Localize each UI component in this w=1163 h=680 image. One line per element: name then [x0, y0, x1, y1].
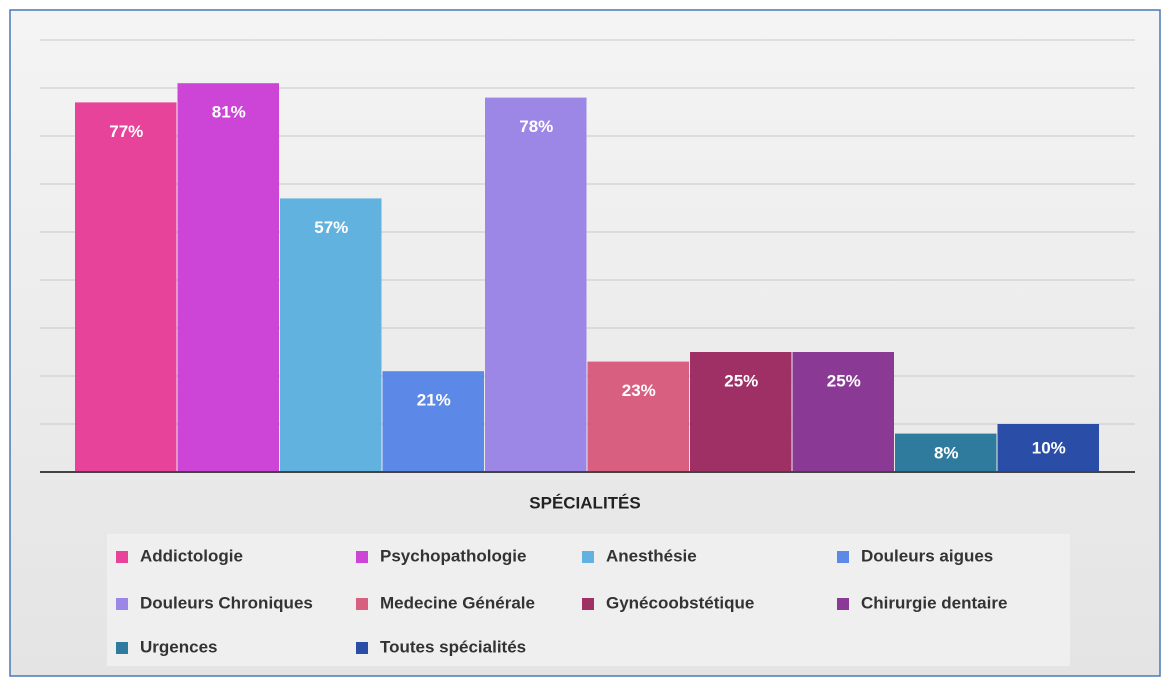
legend-swatch [116, 598, 128, 610]
bar [792, 352, 894, 472]
bar [895, 433, 997, 472]
value-label: 25% [724, 371, 758, 390]
bar [587, 361, 689, 472]
value-label: 10% [1032, 438, 1066, 457]
value-label: 21% [417, 391, 451, 410]
legend-label: Chirurgie dentaire [861, 593, 1007, 612]
bar [382, 371, 484, 472]
legend-label: Douleurs Chroniques [140, 593, 313, 612]
legend-label: Gynécoobstétique [606, 593, 754, 612]
legend-label: Medecine Générale [380, 593, 535, 612]
legend-label: Addictologie [140, 546, 243, 565]
value-label: 57% [314, 218, 348, 237]
legend-swatch [116, 642, 128, 654]
legend-label: Anesthésie [606, 546, 697, 565]
value-label: 23% [622, 381, 656, 400]
legend-swatch [582, 598, 594, 610]
value-label: 77% [109, 122, 143, 141]
bar [280, 198, 382, 472]
legend-swatch [582, 551, 594, 563]
bar [997, 424, 1099, 472]
value-label: 25% [827, 371, 861, 390]
legend-swatch [356, 598, 368, 610]
legend-swatch [837, 551, 849, 563]
bar [177, 83, 279, 472]
legend-swatch [837, 598, 849, 610]
legend-swatch [116, 551, 128, 563]
bar [690, 352, 792, 472]
legend-label: Toutes spécialités [380, 637, 526, 656]
legend-swatch [356, 642, 368, 654]
x-axis-title: SPÉCIALITÉS [529, 493, 640, 512]
legend-label: Psychopathologie [380, 546, 526, 565]
value-label: 78% [519, 117, 553, 136]
bar [485, 97, 587, 472]
legend-label: Urgences [140, 637, 217, 656]
value-label: 81% [212, 103, 246, 122]
bar [75, 102, 177, 473]
legend-label: Douleurs aigues [861, 546, 993, 565]
legend-swatch [356, 551, 368, 563]
value-label: 8% [934, 443, 959, 462]
